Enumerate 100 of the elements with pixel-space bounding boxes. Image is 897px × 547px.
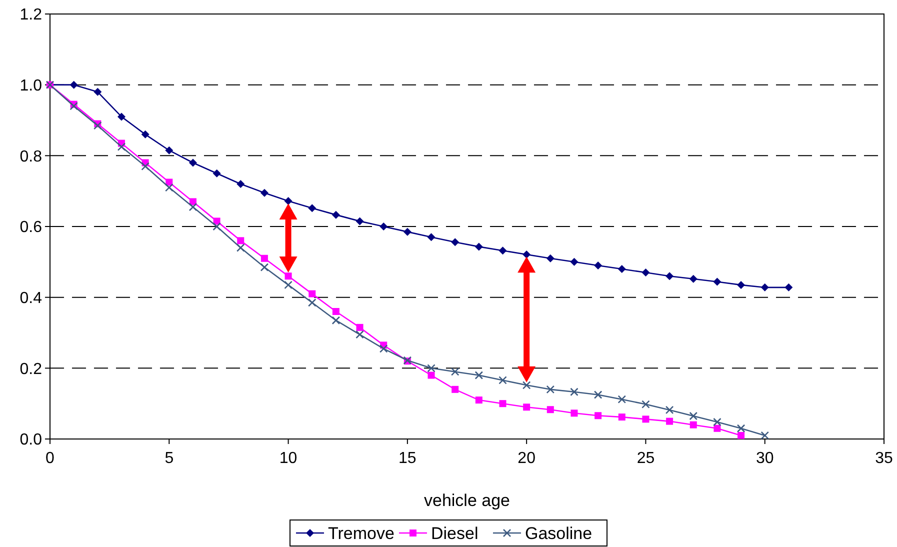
point	[188, 202, 198, 212]
point	[356, 330, 364, 339]
point	[380, 222, 388, 230]
point	[570, 388, 578, 396]
point	[403, 228, 412, 236]
point	[308, 204, 316, 212]
point	[570, 258, 578, 266]
legend-label: Tremove	[328, 524, 394, 543]
point	[165, 146, 174, 154]
point	[642, 400, 650, 408]
point	[117, 112, 126, 121]
point	[784, 283, 793, 292]
point	[594, 390, 602, 399]
point	[94, 121, 102, 130]
point	[736, 424, 746, 433]
y-tick-label: 0.2	[20, 360, 42, 378]
y-tick-label: 0.6	[20, 219, 42, 236]
point	[70, 80, 78, 89]
y-tick-label: 1.0	[20, 77, 42, 94]
point	[260, 263, 269, 272]
point	[164, 183, 174, 192]
point	[618, 265, 626, 273]
point	[499, 400, 506, 408]
point	[666, 418, 674, 425]
x-tick-label: 35	[875, 450, 893, 467]
y-tick-label: 0.8	[20, 148, 42, 166]
point	[236, 244, 245, 252]
point	[689, 274, 698, 283]
point	[546, 406, 554, 414]
legend-label: Gasoline	[525, 524, 592, 543]
point	[260, 188, 268, 197]
point	[379, 344, 388, 353]
point	[427, 364, 436, 372]
y-tick-label: 0.0	[20, 432, 42, 449]
x-tick-label: 20	[518, 450, 536, 467]
point	[690, 421, 697, 428]
point	[141, 162, 150, 170]
point	[522, 381, 531, 390]
point	[737, 280, 746, 289]
x-tick-label: 0	[46, 450, 55, 467]
point	[594, 261, 602, 270]
point	[522, 250, 531, 258]
point	[642, 416, 650, 423]
point	[475, 396, 482, 404]
x-tick-label: 10	[279, 450, 298, 467]
point	[760, 283, 769, 292]
x-tick-label: 30	[756, 450, 774, 467]
point	[427, 233, 436, 242]
point	[332, 210, 340, 219]
point	[738, 432, 745, 439]
point	[618, 395, 626, 404]
point	[94, 88, 102, 96]
point	[189, 198, 196, 206]
point	[713, 418, 722, 426]
point	[689, 412, 698, 420]
x-tick-label: 15	[398, 450, 416, 467]
point	[236, 180, 245, 188]
legend-label: Diesel	[431, 524, 478, 543]
point	[714, 424, 721, 432]
point	[474, 371, 484, 380]
point	[452, 386, 459, 393]
point	[260, 254, 268, 262]
point	[713, 278, 722, 286]
point	[284, 197, 292, 205]
point	[356, 324, 364, 331]
point	[141, 130, 150, 138]
point	[117, 142, 126, 151]
point	[760, 431, 770, 440]
point	[70, 102, 78, 110]
point	[570, 410, 578, 417]
x-tick-label: 25	[636, 450, 655, 467]
point	[594, 412, 602, 420]
point	[308, 290, 316, 298]
point	[188, 158, 197, 167]
point	[618, 414, 626, 421]
point	[284, 272, 292, 280]
y-tick-label: 1.2	[20, 6, 42, 24]
point	[212, 222, 221, 231]
point	[665, 406, 674, 414]
point	[451, 238, 460, 246]
point	[474, 242, 483, 251]
point	[642, 268, 650, 277]
point	[428, 372, 435, 379]
point	[666, 272, 674, 280]
point	[284, 280, 292, 290]
y-tick-label: 0.4	[20, 290, 42, 307]
point	[212, 169, 221, 178]
point	[523, 404, 530, 411]
x-axis-title: vehicle age	[424, 491, 510, 510]
point	[498, 246, 507, 255]
point	[332, 308, 340, 315]
point	[546, 254, 554, 262]
point	[237, 237, 244, 244]
point	[546, 385, 555, 394]
x-tick-label: 5	[164, 450, 174, 467]
point	[450, 368, 460, 376]
point	[332, 316, 340, 325]
point	[356, 217, 364, 226]
point	[498, 376, 507, 384]
point	[308, 298, 316, 307]
